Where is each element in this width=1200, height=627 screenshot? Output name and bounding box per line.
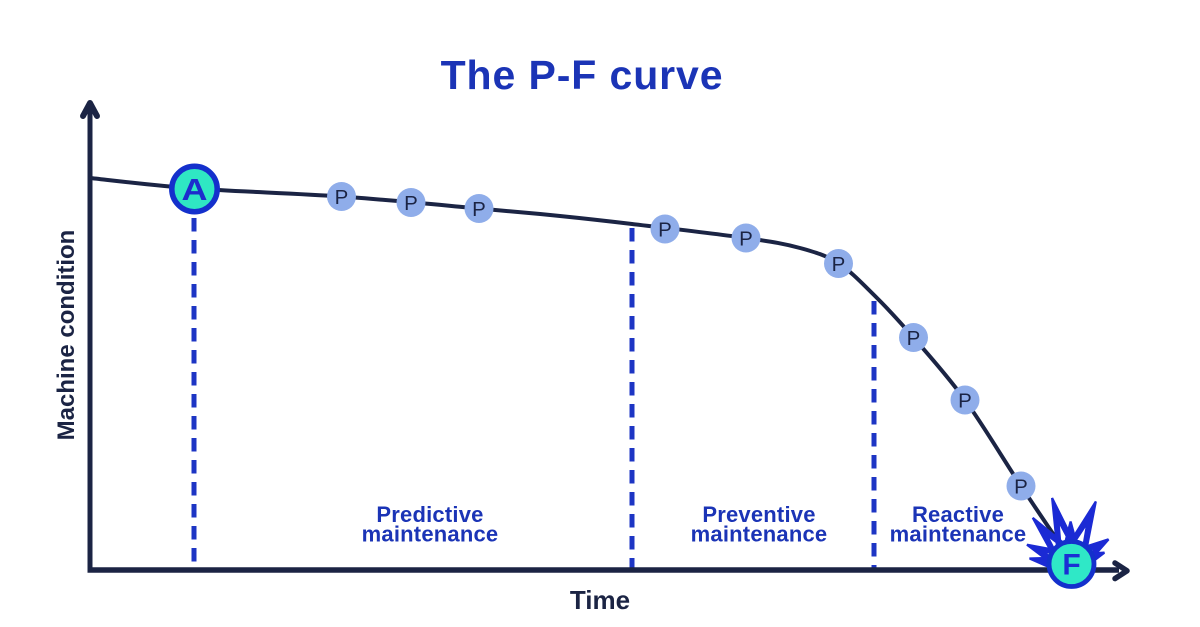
svg-text:P: P bbox=[472, 198, 486, 221]
svg-text:P: P bbox=[958, 390, 972, 413]
svg-text:Predictive: Predictive bbox=[376, 502, 483, 527]
svg-text:P: P bbox=[658, 219, 672, 242]
svg-text:Reactive: Reactive bbox=[912, 502, 1004, 527]
svg-text:A: A bbox=[182, 172, 208, 207]
svg-text:Preventive: Preventive bbox=[702, 502, 815, 527]
svg-text:P: P bbox=[907, 327, 921, 350]
svg-text:P: P bbox=[1014, 476, 1028, 499]
svg-text:maintenance: maintenance bbox=[890, 522, 1027, 547]
svg-text:maintenance: maintenance bbox=[362, 522, 499, 547]
svg-text:P: P bbox=[335, 186, 349, 209]
svg-text:P: P bbox=[832, 253, 846, 276]
svg-text:The P-F curve: The P-F curve bbox=[441, 52, 724, 98]
svg-text:Machine condition: Machine condition bbox=[53, 230, 80, 441]
svg-text:maintenance: maintenance bbox=[691, 522, 828, 547]
svg-text:P: P bbox=[404, 192, 418, 215]
svg-text:Time: Time bbox=[570, 585, 630, 615]
svg-text:P: P bbox=[739, 228, 753, 251]
svg-text:F: F bbox=[1062, 549, 1080, 582]
